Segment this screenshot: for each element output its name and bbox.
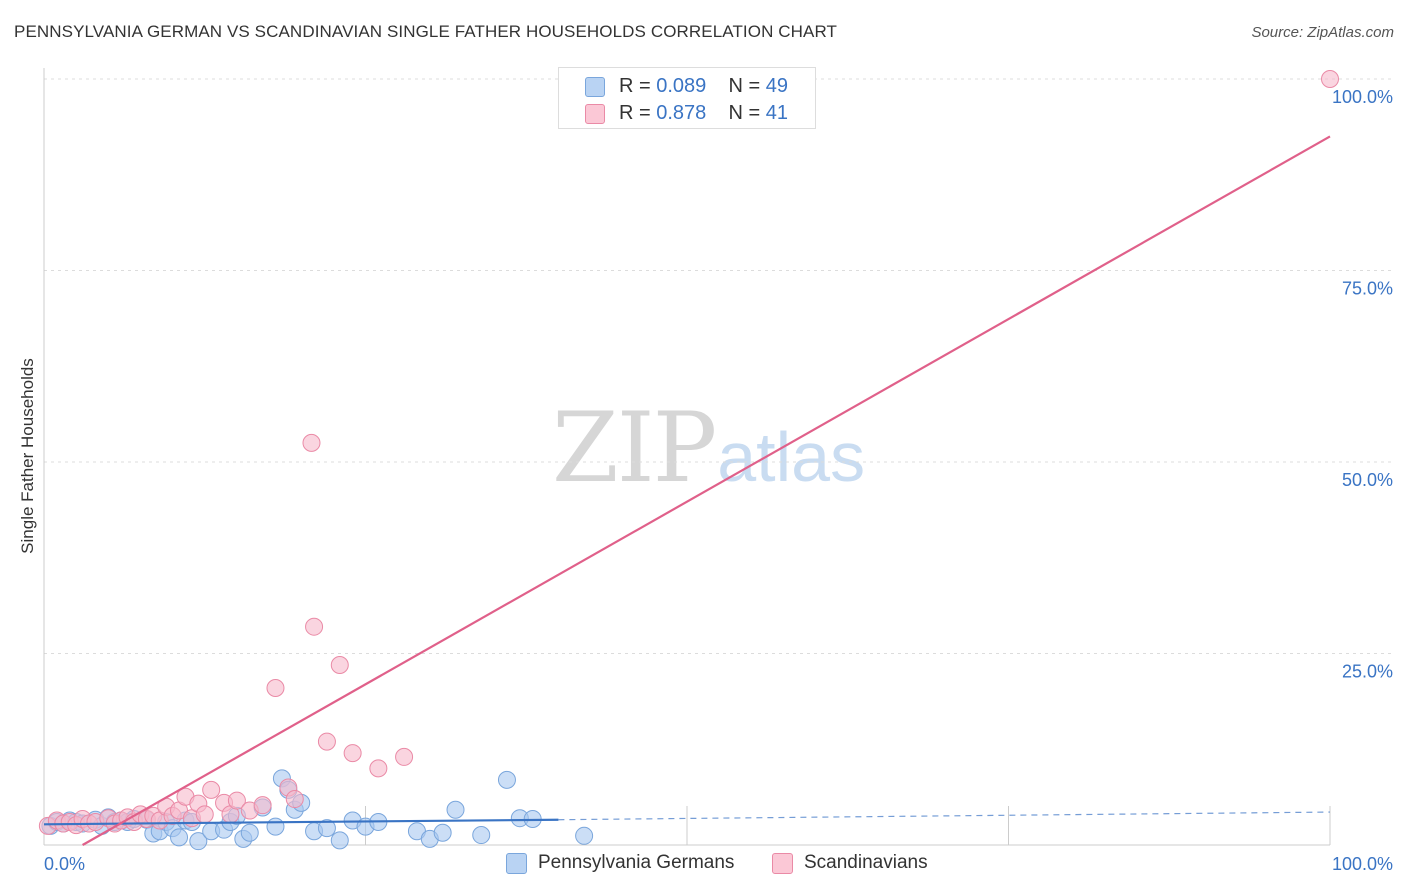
bottom-legend-label: Scandinavians [804, 852, 928, 873]
chart-title: PENNSYLVANIA GERMAN VS SCANDINAVIAN SING… [14, 22, 838, 41]
pennsylvania-germans-point [497, 770, 516, 789]
scandinavians-point [1321, 70, 1339, 88]
watermark-zip: ZIP [552, 392, 717, 504]
scandinavians-point [202, 780, 221, 799]
scandinavians-point [369, 759, 388, 778]
pennsylvania-germans-trendline [43, 818, 559, 826]
pennsylvania-germans-point [189, 832, 208, 851]
pennsylvania-germans-point [240, 823, 259, 842]
scandinavians-point [302, 433, 321, 452]
watermark: ZIPatlas [552, 400, 865, 496]
bottom-legend-label: Pennsylvania Germans [538, 852, 735, 873]
chart-source: Source: ZipAtlas.com [1251, 24, 1394, 41]
scandinavians-point [227, 791, 246, 810]
x-tick-label: 100.0% [1332, 854, 1393, 874]
scandinavians-point [343, 744, 362, 763]
legend-r-value: 0.089 [656, 75, 707, 97]
legend-n-value: 41 [765, 102, 789, 124]
scandinavians-point [253, 796, 272, 815]
y-tick-label: 75.0% [1342, 279, 1393, 299]
scandinavians-point [317, 732, 336, 751]
pennsylvania-germans-point [317, 819, 336, 838]
legend-n-label: N = [728, 102, 761, 124]
watermark-atlas: atlas [717, 418, 866, 496]
scandinavians-trendline [82, 135, 1331, 846]
scandinavians-point [330, 655, 349, 674]
scandinavians-point [195, 805, 214, 824]
scandinavians-point [266, 678, 285, 697]
legend-n-label: N = [728, 75, 761, 97]
pennsylvania-germans-point [266, 817, 285, 836]
legend-r-label: R = [619, 102, 651, 124]
bottom-legend-swatch-pink [772, 853, 793, 874]
pennsylvania-germans-point [446, 800, 465, 819]
correlation-legend: R = 0.089 N = 49 R = 0.878 N = 41 [558, 67, 816, 129]
pennsylvania-germans-point [575, 826, 594, 845]
scandinavians-point [285, 790, 304, 809]
bottom-legend-swatch-blue [506, 853, 527, 874]
y-tick-label: 100.0% [1332, 87, 1393, 107]
legend-n-value: 49 [765, 75, 789, 97]
pennsylvania-germans-point [433, 823, 452, 842]
y-tick-label: 25.0% [1342, 662, 1393, 682]
scandinavians-point [305, 617, 324, 636]
legend-swatch-blue [585, 77, 605, 97]
pennsylvania-germans-point [170, 828, 189, 847]
y-tick-label: 50.0% [1342, 470, 1393, 490]
legend-swatch-pink [585, 104, 605, 124]
legend-r-label: R = [619, 75, 651, 97]
pennsylvania-germans-trendline-extension [558, 811, 1331, 821]
x-tick-label: 0.0% [44, 854, 85, 874]
pennsylvania-germans-point [472, 826, 491, 845]
scandinavians-point [395, 747, 414, 766]
pennsylvania-germans-point [330, 831, 349, 850]
legend-r-value: 0.878 [656, 102, 707, 124]
